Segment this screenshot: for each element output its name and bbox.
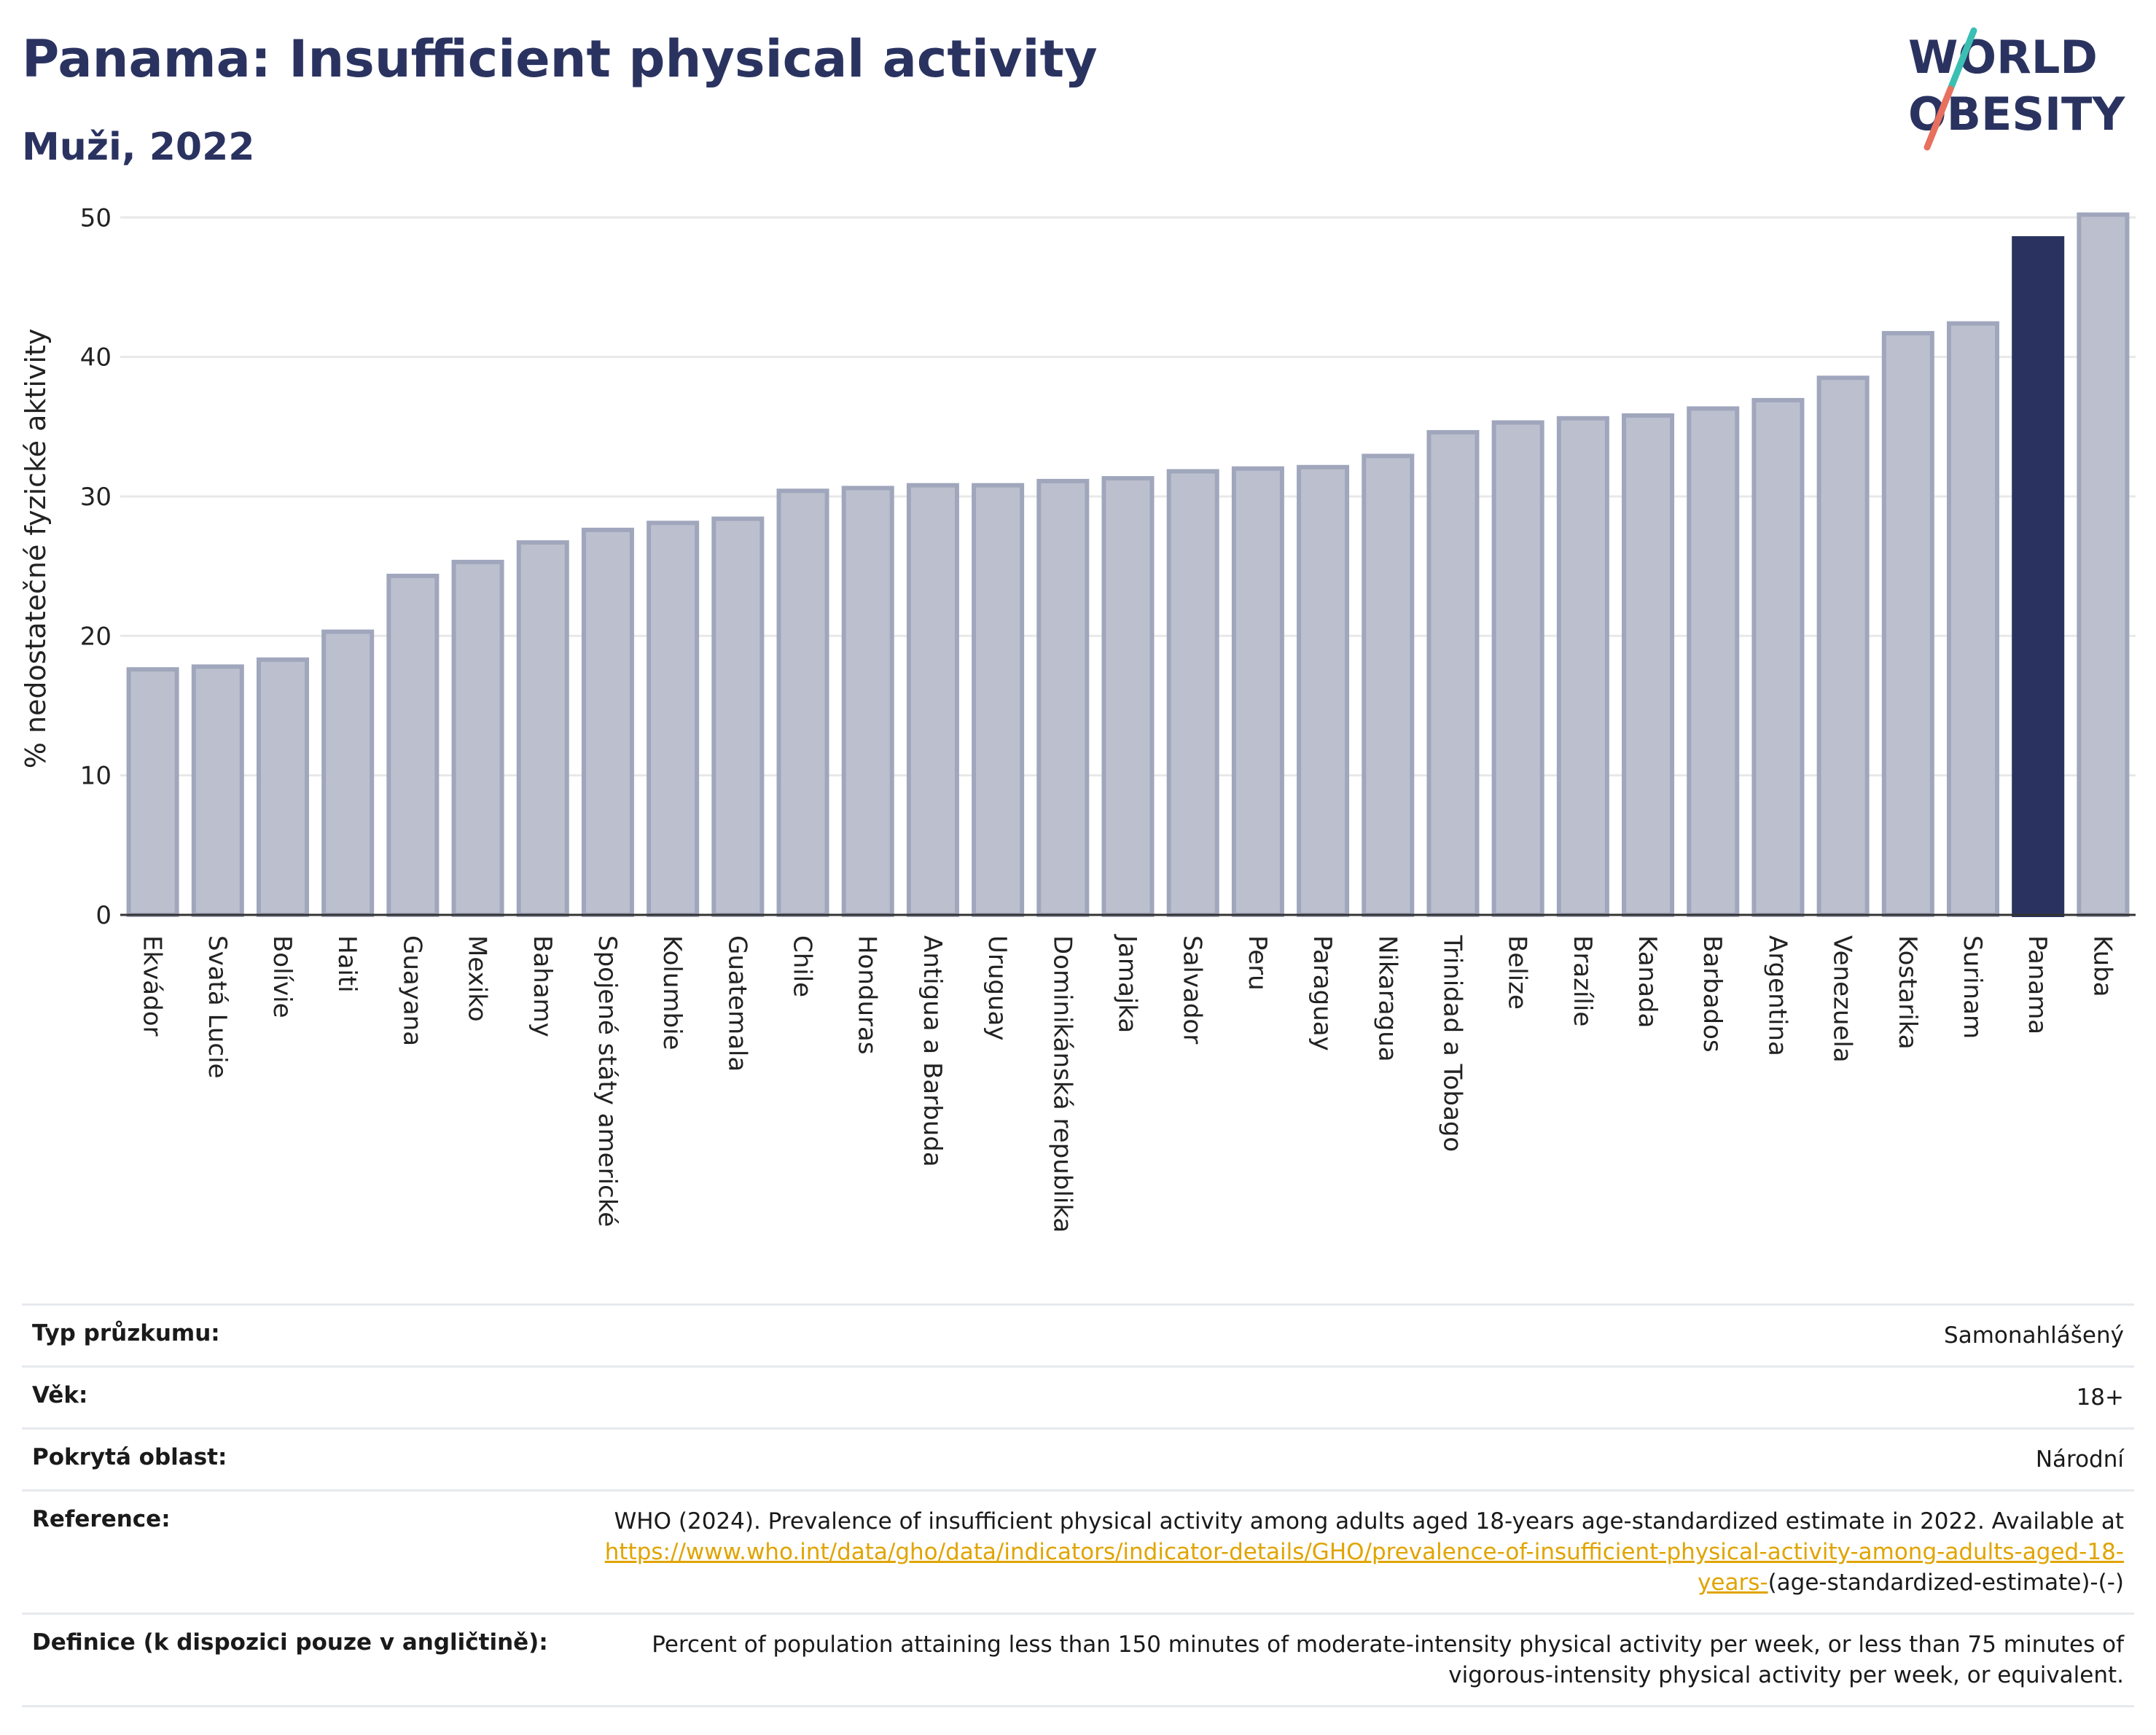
info-label: Typ průzkumu:: [32, 1320, 220, 1346]
info-row-reference: Reference: WHO (2024). Prevalence of ins…: [22, 1489, 2134, 1613]
bar: [2077, 212, 2130, 917]
reference-text-after: (age-standardized-estimate)-(-): [1768, 1570, 2124, 1596]
y-axis-ticks: 0 10 20 30 40 50: [80, 203, 112, 930]
bar: [1622, 413, 1675, 917]
x-axis-labels: Ekvádor Svatá Lucie Bolívie Haiti Guayana Mex…: [138, 934, 2117, 1233]
bar: [1101, 476, 1155, 917]
bar: [1491, 420, 1544, 917]
reference-value: WHO (2024). Prevalence of insufficient p…: [579, 1506, 2124, 1598]
chart-subtitle: Muži, 2022: [22, 125, 255, 169]
logo-slash-red: [1923, 85, 1954, 151]
x-tick-label: Panama: [2023, 935, 2052, 1034]
bar: [1816, 375, 1870, 917]
bar: [776, 488, 829, 917]
bar: [1166, 469, 1219, 917]
bar: [516, 540, 569, 917]
x-tick-label: Kostarika: [1893, 935, 1922, 1050]
x-tick-label: Chile: [788, 935, 817, 997]
bar-chart: 0 10 20 30 40 50 Ekvádor Svatá Lucie Bolívie Hai…: [20, 203, 2136, 1233]
world-obesity-logo: WORLD OBESITY: [1908, 27, 2125, 151]
info-value: Národní: [2035, 1446, 2124, 1473]
x-tick-label: Kanada: [1633, 935, 1662, 1028]
x-tick-label: Mexiko: [463, 935, 492, 1022]
info-value: Percent of population attaining less tha…: [652, 1631, 2124, 1688]
y-tick-label: 0: [95, 901, 112, 930]
x-tick-label: Haiti: [332, 935, 362, 993]
x-tick-label: Kolumbie: [657, 935, 687, 1050]
bar: [451, 559, 504, 917]
x-tick-label: Surinam: [1958, 935, 1987, 1039]
x-tick-label: Salvador: [1178, 935, 1207, 1044]
bar: [191, 664, 244, 918]
bar: [1297, 464, 1350, 917]
x-tick-label: Guayana: [397, 935, 426, 1046]
reference-link[interactable]: https://www.who.int/data/gho/data/indica…: [604, 1539, 2124, 1596]
bar: [1751, 397, 1805, 917]
x-tick-label: Uruguay: [983, 935, 1012, 1041]
bar: [972, 483, 1025, 917]
x-tick-label: Dominikánská republika: [1047, 935, 1077, 1233]
y-tick-label: 10: [80, 762, 112, 791]
bar: [1036, 478, 1090, 917]
x-tick-label: Nikaragua: [1372, 935, 1402, 1062]
info-row-age: Věk: 18+: [22, 1365, 2134, 1427]
x-tick-label: Ekvádor: [138, 935, 167, 1037]
info-value: 18+: [2076, 1384, 2124, 1411]
bar: [1362, 453, 1415, 918]
bar-highlight: [2012, 235, 2065, 918]
bar: [1556, 416, 1609, 917]
x-tick-label: Barbados: [1698, 935, 1727, 1053]
x-tick-label: Venezuela: [1828, 935, 1857, 1063]
x-tick-label: Peru: [1243, 935, 1272, 991]
x-tick-label: Argentina: [1762, 935, 1792, 1056]
info-row-area: Pokrytá oblast: Národní: [22, 1427, 2134, 1489]
info-label: Pokrytá oblast:: [32, 1444, 227, 1470]
x-tick-label: Brazílie: [1568, 935, 1597, 1026]
bar: [126, 667, 179, 917]
info-row-survey-type: Typ průzkumu: Samonahlášený: [22, 1303, 2134, 1365]
bar: [581, 527, 634, 917]
bar: [711, 516, 765, 918]
bar: [1881, 331, 1934, 917]
reference-text: WHO (2024). Prevalence of insufficient p…: [614, 1508, 2124, 1535]
bar: [841, 486, 894, 917]
x-tick-label: Guatemala: [722, 935, 751, 1072]
y-tick-label: 40: [80, 343, 112, 373]
bar: [1687, 406, 1740, 917]
logo-text-world: WORLD: [1908, 31, 2098, 84]
x-tick-label: Paraguay: [1308, 935, 1337, 1051]
info-table: Typ průzkumu: Samonahlášený Věk: 18+ Pok…: [22, 1303, 2134, 1707]
chart-title: Panama: Insufficient physical activity: [22, 29, 1098, 89]
x-tick-label: Trinidad a Tobago: [1437, 935, 1466, 1152]
bar: [256, 657, 309, 917]
bar: [321, 629, 375, 917]
bar: [1426, 429, 1480, 917]
x-tick-label: Spojené státy americké: [593, 935, 622, 1227]
bar: [1231, 466, 1284, 917]
info-value: Samonahlášený: [1944, 1322, 2124, 1349]
x-tick-label: Belize: [1503, 935, 1532, 1010]
y-axis-title: % nedostatečné fyzické aktivity: [20, 329, 52, 769]
bar: [906, 483, 959, 917]
y-tick-label: 30: [80, 483, 112, 512]
y-tick-label: 20: [80, 622, 112, 651]
bar: [386, 574, 440, 918]
x-tick-label: Kuba: [2087, 935, 2117, 997]
info-row-definition: Definice (k dispozici pouze v angličtině…: [22, 1613, 2134, 1707]
info-label: Věk:: [32, 1382, 88, 1408]
info-label: Reference:: [32, 1506, 171, 1532]
bar: [1947, 321, 2000, 917]
chart-bars: [126, 212, 2130, 918]
x-tick-label: Bahamy: [528, 935, 557, 1037]
x-tick-label: Jamajka: [1113, 934, 1142, 1033]
bar: [647, 520, 700, 917]
y-tick-label: 50: [80, 203, 112, 233]
x-tick-label: Honduras: [853, 935, 882, 1055]
x-tick-label: Antigua a Barbuda: [918, 935, 947, 1167]
x-tick-label: Bolívie: [267, 935, 297, 1018]
logo-slash-teal: [1947, 27, 1977, 93]
x-tick-label: Svatá Lucie: [203, 935, 232, 1078]
info-label: Definice (k dispozici pouze v angličtině…: [32, 1629, 548, 1656]
